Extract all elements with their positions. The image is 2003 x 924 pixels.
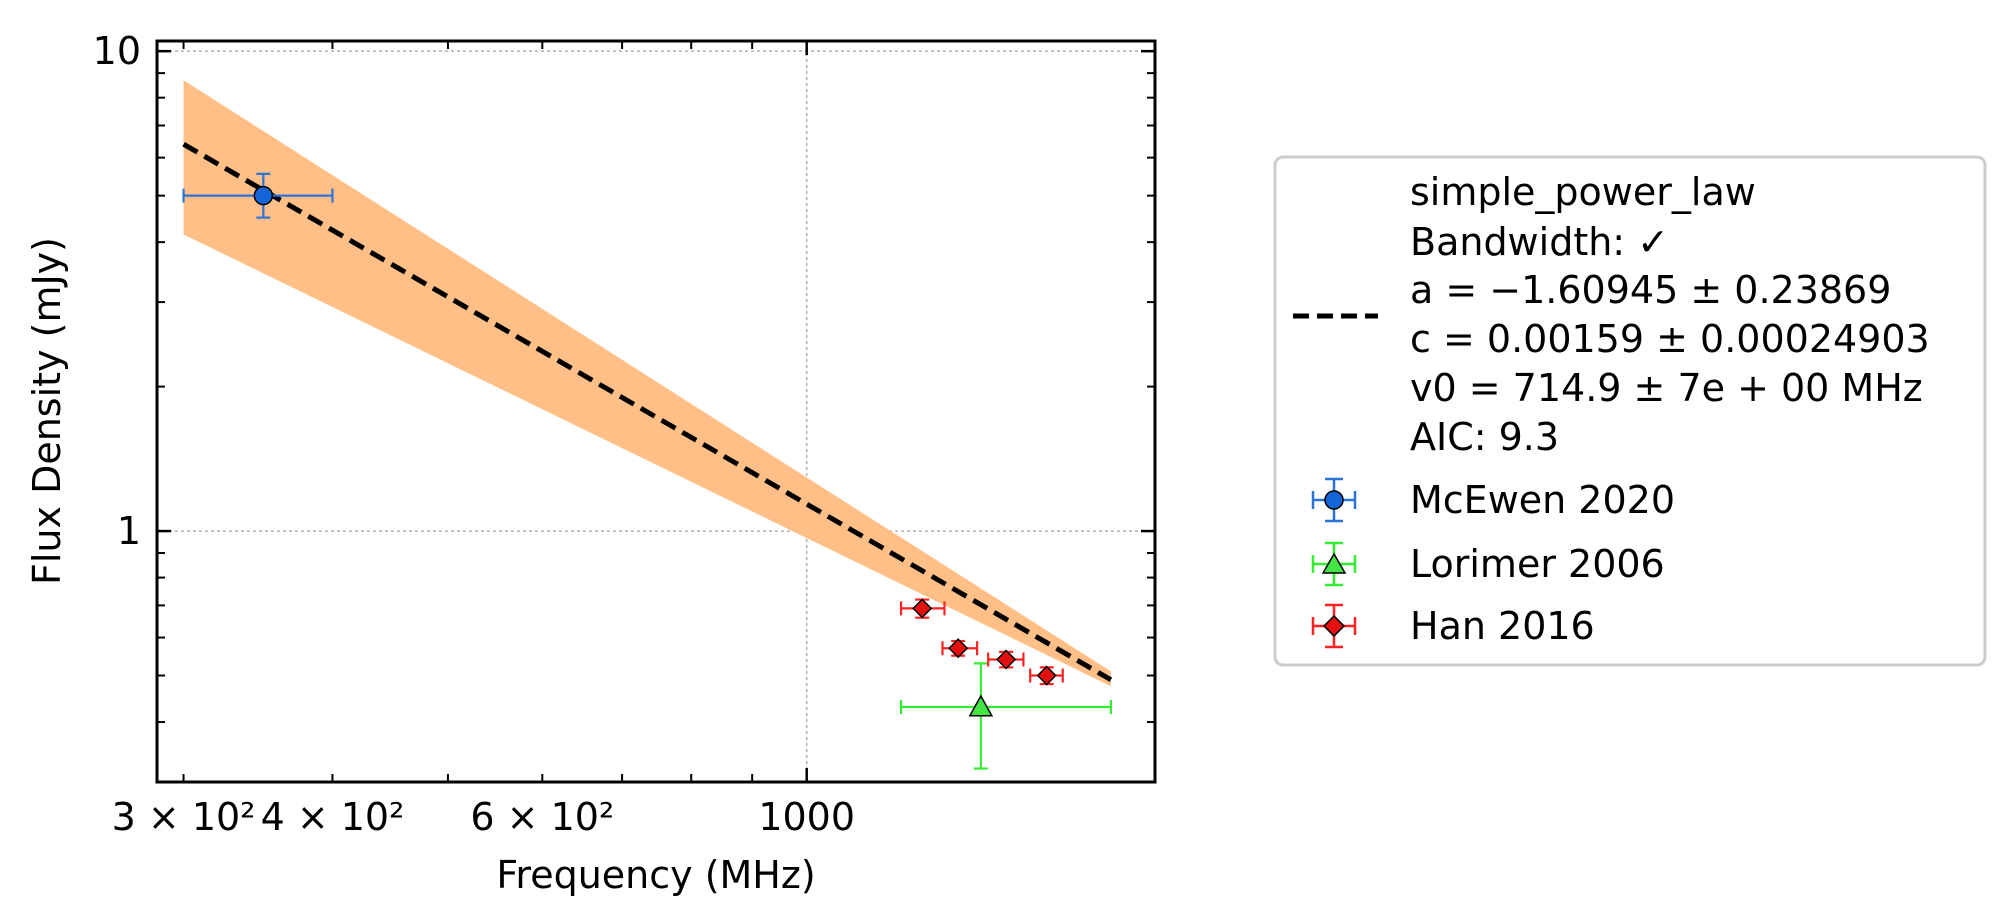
legend-fit-aic: AIC: 9.3 xyxy=(1410,415,1559,459)
x-tick-label: 4 × 10² xyxy=(261,795,405,839)
legend-label-mcewen: McEwen 2020 xyxy=(1410,478,1675,522)
axis-tick-labels: 3 × 10² 4 × 10² 6 × 10² 1000 1 10 xyxy=(93,29,855,839)
fit-uncertainty-band xyxy=(183,80,1111,687)
legend-label-lorimer: Lorimer 2006 xyxy=(1410,542,1665,586)
legend-fit-param-v0: v0 = 714.9 ± 7e + 00 MHz xyxy=(1410,366,1923,410)
data-point xyxy=(1036,665,1057,686)
legend-marker-mcewen xyxy=(1311,477,1357,523)
plot-frame xyxy=(155,39,1157,784)
x-tick-label: 6 × 10² xyxy=(470,795,614,839)
legend-fit-model: simple_power_law xyxy=(1410,170,1756,214)
legend-fit-bandwidth: Bandwidth: ✓ xyxy=(1410,220,1669,264)
x-tick-label: 1000 xyxy=(758,795,855,839)
legend-box xyxy=(1273,155,1987,667)
legend-fit-param-a: a = −1.60945 ± 0.23869 xyxy=(1410,268,1891,312)
grid-lines xyxy=(157,41,1155,782)
series-mcewen-2020 xyxy=(182,172,334,219)
data-point xyxy=(996,649,1017,670)
legend-fit-param-c: c = 0.00159 ± 0.00024903 xyxy=(1410,317,1930,361)
y-axis-title: Flux Density (mJy) xyxy=(25,237,69,585)
data-point xyxy=(253,185,274,206)
data-point xyxy=(968,694,994,717)
data-point xyxy=(948,638,969,659)
legend-marker-lorimer xyxy=(1311,541,1357,587)
series-han-2016 xyxy=(899,598,1064,686)
legend: simple_power_law Bandwidth: ✓ a = −1.609… xyxy=(1273,155,1987,667)
legend-marker-han xyxy=(1311,603,1357,649)
data-series xyxy=(182,172,1113,770)
x-tick-label: 3 × 10² xyxy=(112,795,256,839)
x-axis-title: Frequency (MHz) xyxy=(496,853,815,897)
legend-label-han: Han 2016 xyxy=(1410,604,1595,648)
y-tick-label: 10 xyxy=(93,29,141,73)
y-tick-label: 1 xyxy=(117,509,141,553)
fit-line xyxy=(182,142,1113,682)
data-point xyxy=(912,598,933,619)
series-lorimer-2006 xyxy=(899,662,1113,770)
axis-ticks xyxy=(157,41,1155,782)
